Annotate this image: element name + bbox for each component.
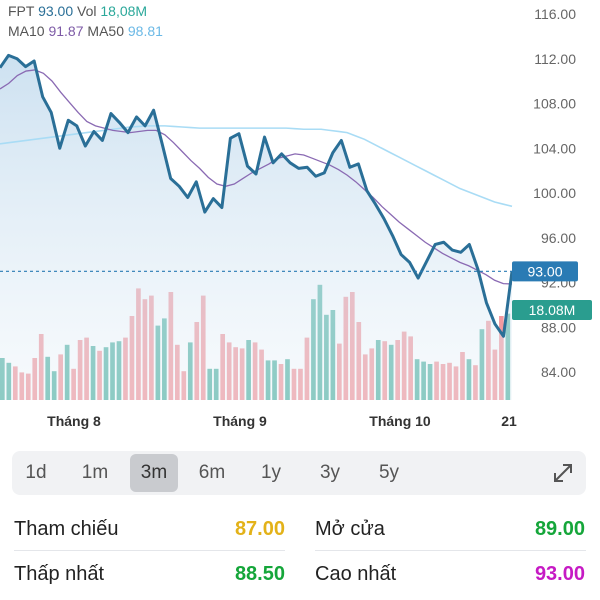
range-3m-button[interactable]: 3m: [130, 454, 178, 492]
vol-label: Vol: [77, 3, 97, 19]
low-label: Thấp nhất: [14, 563, 105, 585]
y-tick-label: 96.00: [541, 230, 576, 246]
y-tick-label: 88.00: [541, 319, 576, 335]
volume-tag: 18.08M: [512, 300, 592, 320]
ma50-line: [0, 125, 513, 208]
x-tick-label: Tháng 8: [47, 413, 101, 429]
ma50-label: MA50: [87, 23, 124, 39]
reference-value: 87.00: [234, 518, 285, 540]
high-label: Cao nhất: [315, 563, 397, 585]
volume-tag-bg: [512, 300, 592, 320]
range-6m-button[interactable]: 6m: [198, 462, 226, 483]
y-tick-label: 100.00: [533, 185, 576, 201]
low-value: 88.50: [234, 563, 285, 585]
y-axis: 116.00112.00108.00104.00100.0096.0092.00…: [533, 6, 576, 380]
time-range-selector: 1d 1m 3m 6m 1y 3y 5y: [12, 451, 586, 495]
high-value: 93.00: [534, 563, 585, 585]
x-tick-label: 21: [501, 413, 517, 429]
range-1y-button[interactable]: 1y: [260, 462, 282, 483]
y-tick-label: 108.00: [533, 96, 576, 112]
expand-icon[interactable]: [550, 460, 576, 486]
price-area-fill: [0, 55, 512, 401]
ma10-label: MA10: [8, 23, 45, 39]
range-3y-button[interactable]: 3y: [319, 462, 341, 483]
y-tick-label: 104.00: [533, 140, 576, 156]
x-tick-label: Tháng 9: [213, 413, 267, 429]
range-5y-button[interactable]: 5y: [378, 462, 400, 483]
price-line: [0, 53, 514, 338]
open-value: 89.00: [534, 518, 585, 540]
price-series-line: [0, 53, 514, 338]
divider: [14, 550, 285, 551]
ma50-series-line: [0, 125, 513, 208]
x-axis: Tháng 8 Tháng 9 Tháng 10 21: [47, 413, 517, 429]
price-legend: FPT 93.00 Vol 18,08M: [8, 3, 147, 19]
reference-label: Tham chiếu: [14, 518, 119, 540]
price-chart[interactable]: 116.00112.00108.00104.00100.0096.0092.00…: [0, 0, 600, 440]
x-tick-label: Tháng 10: [369, 413, 431, 429]
volume-tag-label: 18.08M: [529, 302, 576, 318]
ma50-value: 98.81: [127, 23, 163, 39]
price-tag-bg: [512, 261, 578, 282]
range-1m-button[interactable]: 1m: [81, 462, 109, 483]
ma-legend: MA10 91.87 MA50 98.81: [8, 23, 163, 39]
symbol-label: FPT: [8, 3, 35, 19]
stats-row-1: Tham chiếu 87.00 Mở cửa 89.00: [0, 508, 600, 552]
price-value: 93.00: [38, 3, 74, 19]
price-tag-label: 93.00: [527, 263, 562, 279]
stats-row-2: Thấp nhất 88.50 Cao nhất 93.00: [0, 553, 600, 597]
divider: [315, 550, 586, 551]
y-tick-label: 116.00: [534, 6, 576, 22]
value-tags: 93.00 18.08M: [512, 261, 592, 320]
y-tick-label: 112.00: [534, 51, 576, 67]
range-1d-button[interactable]: 1d: [25, 462, 47, 483]
price-tag: 93.00: [512, 261, 578, 282]
open-label: Mở cửa: [315, 518, 385, 540]
y-tick-label: 84.00: [541, 364, 576, 380]
ma10-value: 91.87: [48, 23, 84, 39]
vol-value: 18,08M: [100, 3, 148, 19]
price-area: [0, 55, 512, 401]
